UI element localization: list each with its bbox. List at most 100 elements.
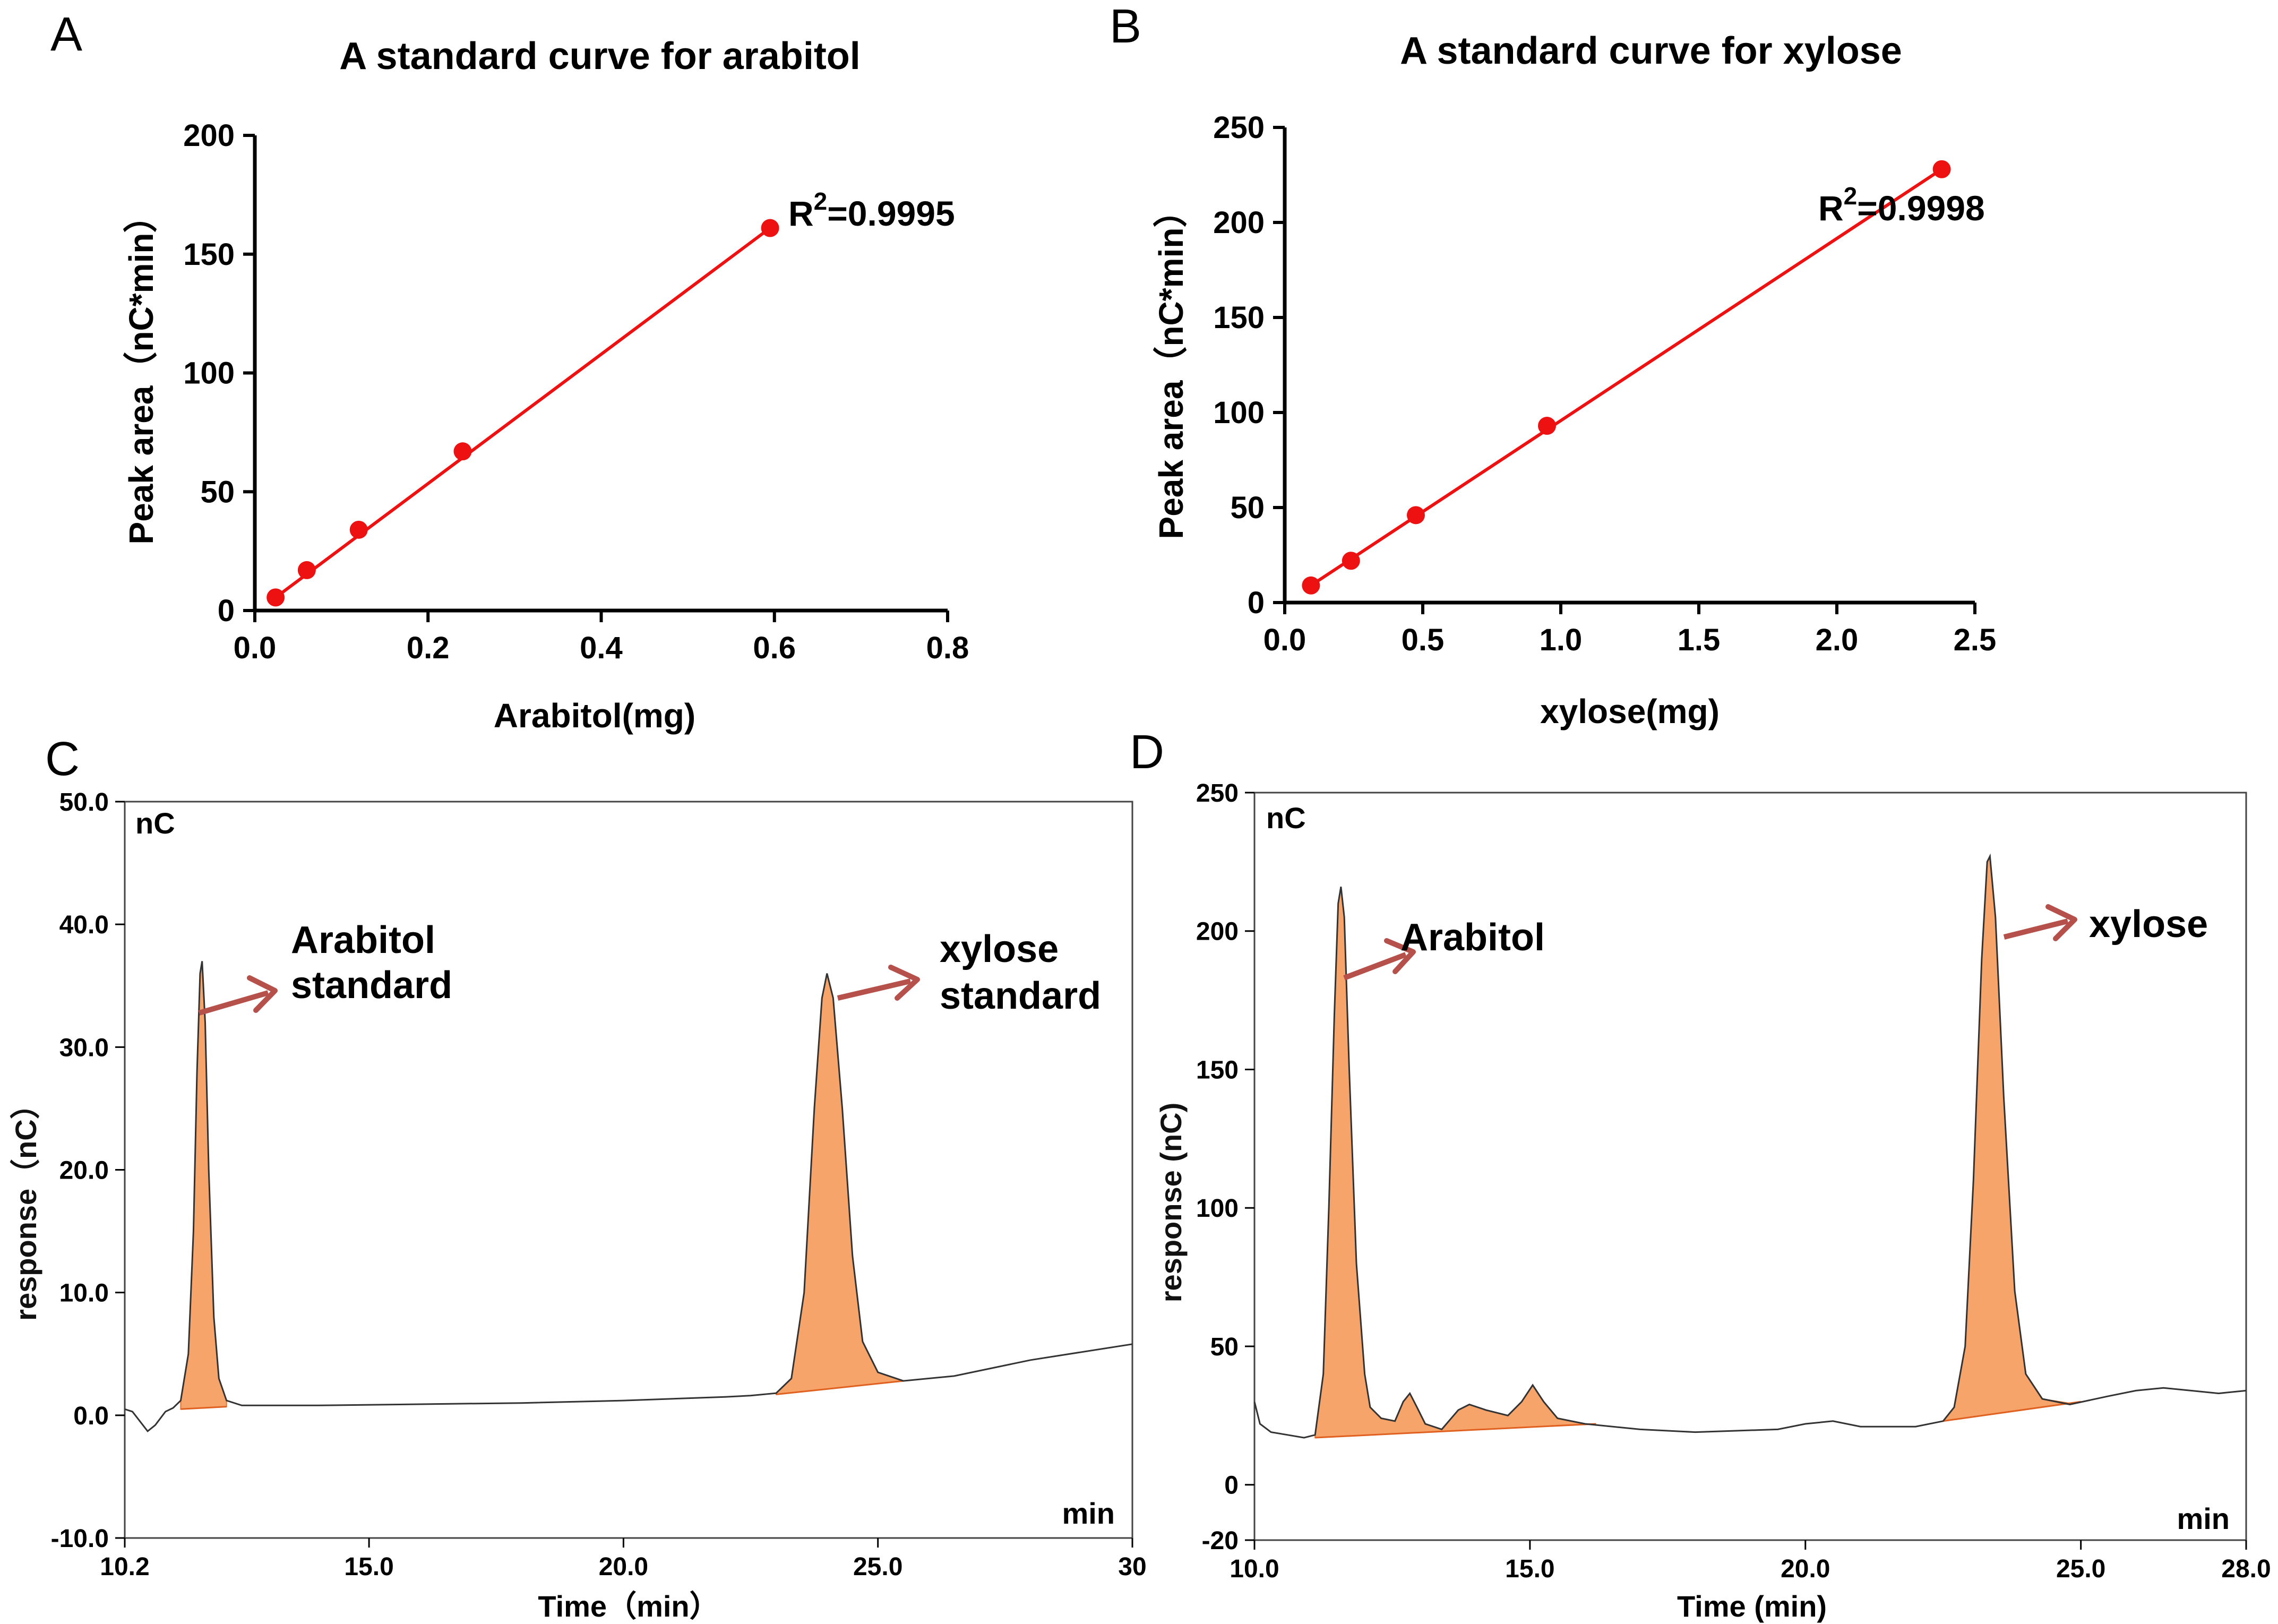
chart-a-r2-exp: 2: [814, 187, 828, 215]
chart-c-arrow-xylose-head: [888, 965, 920, 1001]
panel-c: C 10.2 15.0 20.0 25.0 30 -10.0 0.0 10.0 20.0 30.0…: [9, 733, 1147, 1623]
chart-b-point: [1302, 576, 1320, 595]
chart-c-y-tick-label: 20.0: [59, 1157, 109, 1185]
chart-b-point: [1932, 160, 1951, 178]
chart-d-frame: [1253, 792, 2247, 1541]
chart-c-y-tick-label: 40.0: [59, 911, 109, 939]
chart-a-y-tick-label: 200: [183, 118, 235, 153]
chart-b-r2-label: R2=0.9998: [1818, 182, 1985, 228]
chart-a-ticks: 0.0 0.2 0.4 0.6 0.8 0 50 100 150 200: [183, 118, 969, 665]
chart-c-x-tick-label: 25.0: [853, 1553, 902, 1581]
chart-c-trace: [124, 961, 1133, 1433]
chart-c-arrow-arabitol-shaft: [198, 990, 269, 1016]
chart-a-point: [761, 219, 779, 237]
chart-c-x-label: Time（min）: [538, 1589, 719, 1623]
chart-a-r2-prefix: R: [788, 194, 814, 233]
chart-d-peak-baseline: [1943, 1400, 2081, 1422]
chart-c-y-tick-label: 50.0: [59, 788, 109, 817]
chart-d-label-xylose: xylose: [2089, 903, 2208, 946]
chart-d-y-tick-label: -20: [1202, 1527, 1239, 1555]
chart-b-x-tick-label: 1.0: [1540, 623, 1583, 657]
chart-a-point: [267, 588, 285, 607]
chart-a-fit-line: [274, 227, 771, 599]
chart-d-arrow-arabitol-shaft: [1343, 952, 1407, 981]
chart-a-point: [349, 520, 368, 539]
chart-c-x-tick-label: 10.2: [100, 1553, 149, 1581]
chart-a-point: [297, 561, 316, 579]
chart-d-y-tick-label: 50: [1210, 1333, 1239, 1361]
chart-d-x-tick-label: 10.0: [1230, 1555, 1279, 1583]
chart-d-label-arabitol: Arabitol: [1400, 916, 1545, 959]
chart-b-x-label: xylose(mg): [1540, 692, 1720, 731]
chart-d-y-tick-label: 200: [1196, 918, 1239, 946]
chart-a-y-tick-label: 150: [183, 237, 235, 272]
chart-a-x-tick-label: 0.2: [407, 631, 450, 665]
chart-b-x-tick-label: 0.0: [1263, 623, 1306, 657]
chart-b-r2-value: =0.9998: [1857, 188, 1984, 228]
chart-c-peak-baseline: [776, 1380, 904, 1396]
chart-d-peak-baseline: [1315, 1423, 1596, 1439]
chart-c-time-unit: min: [1062, 1497, 1115, 1530]
chart-c-x-tick-label: 15.0: [344, 1553, 393, 1581]
chart-d-y-tick-label: 100: [1196, 1195, 1239, 1223]
chart-d-trace: [1253, 853, 2247, 1439]
chart-d-arrow-arabitol-head: [1384, 938, 1416, 974]
chart-a-r2-value: =0.9995: [827, 194, 955, 233]
chart-c-peak-baseline: [180, 1406, 227, 1410]
chart-b-y-tick-label: 0: [1248, 586, 1265, 620]
chart-c-y-tick-label: -10.0: [51, 1525, 109, 1553]
chart-b-r2-prefix: R: [1818, 188, 1844, 228]
chart-a-y-tick-label: 100: [183, 356, 235, 391]
chart-d-x-label: Time (min): [1677, 1589, 1827, 1623]
chart-b-y-tick-label: 150: [1213, 300, 1265, 335]
chart-c-arrow-arabitol: [198, 975, 278, 1016]
chart-c-arrow-xylose: [837, 965, 920, 1001]
chart-c-unit-label: nC: [135, 806, 175, 840]
chart-c-label-arabitol-2: standard: [291, 964, 452, 1007]
panel-letter-b: B: [1110, 0, 1141, 53]
chart-b-points: [1302, 160, 1951, 595]
chart-a-point: [453, 442, 472, 461]
chart-b-point: [1342, 552, 1360, 570]
chart-b-y-tick-label: 200: [1213, 205, 1265, 240]
chart-a-r2-label: R2=0.9995: [788, 187, 955, 233]
panel-b: B A standard curve for xylose 0.0 0.5 1.0 1…: [1110, 0, 1996, 731]
chart-c-label-arabitol-1: Arabitol: [291, 919, 435, 961]
panel-a: A A standard curve for arabitol 0.0 0.2 0.…: [50, 8, 969, 735]
chart-c-y-tick-label: 30.0: [59, 1034, 109, 1062]
chart-a-title: A standard curve for arabitol: [339, 35, 861, 78]
chart-c-peaks: [180, 961, 904, 1410]
chart-a-y-label: Peak area（nC*min）: [122, 199, 160, 545]
chart-d-peak-area: [1314, 887, 1596, 1439]
chart-d-arrow-xylose-shaft: [2003, 918, 2069, 940]
chart-c-peak-area: [776, 973, 904, 1395]
chart-c-peak-area: [180, 961, 227, 1410]
chart-b-point: [1407, 506, 1425, 525]
chart-d-arrow-xylose: [2003, 904, 2077, 941]
chart-b-title: A standard curve for xylose: [1400, 30, 1902, 72]
chart-b-y-tick-label: 250: [1213, 110, 1265, 145]
chart-d-x-tick-label: 25.0: [2056, 1555, 2105, 1583]
chart-d-unit-label: nC: [1266, 801, 1306, 835]
chart-c-x-tick-label: 20.0: [599, 1553, 648, 1581]
chart-d-y-tick-label: 150: [1196, 1056, 1239, 1084]
chart-a-points: [267, 219, 779, 607]
chart-b-ticks: 0.0 0.5 1.0 1.5 2.0 2.5 0 50 100 150 200 250: [1213, 110, 1996, 657]
chart-b-r2-exp: 2: [1844, 182, 1858, 210]
chart-b-y-tick-label: 50: [1230, 491, 1265, 525]
chart-c-arrow-xylose-shaft: [837, 978, 912, 1001]
chart-c-y-tick-label: 0.0: [73, 1402, 109, 1430]
chart-d-y-tick-label: 250: [1196, 779, 1239, 807]
chart-a-x-tick-label: 0.6: [753, 631, 796, 665]
chart-d-time-unit: min: [2177, 1502, 2230, 1535]
chart-c-ticks: 10.2 15.0 20.0 25.0 30 -10.0 0.0 10.0 20.0 30.0 40…: [51, 788, 1147, 1581]
chart-d-arrow-xylose-head: [2045, 904, 2077, 941]
panel-d: D 10.0 15.0 20.0 25.0 28.0 -20 0 50 100 150 200 250…: [1130, 726, 2271, 1623]
chart-d-ticks: 10.0 15.0 20.0 25.0 28.0 -20 0 50 100 150 200 250: [1196, 779, 2271, 1583]
chart-c-label-xylose-1: xylose: [940, 928, 1059, 970]
chart-b-y-tick-label: 100: [1213, 396, 1265, 430]
chart-c-label-xylose-2: standard: [940, 975, 1101, 1017]
chart-d-x-tick-label: 28.0: [2221, 1555, 2271, 1583]
chart-d-y-tick-label: 0: [1224, 1472, 1239, 1500]
